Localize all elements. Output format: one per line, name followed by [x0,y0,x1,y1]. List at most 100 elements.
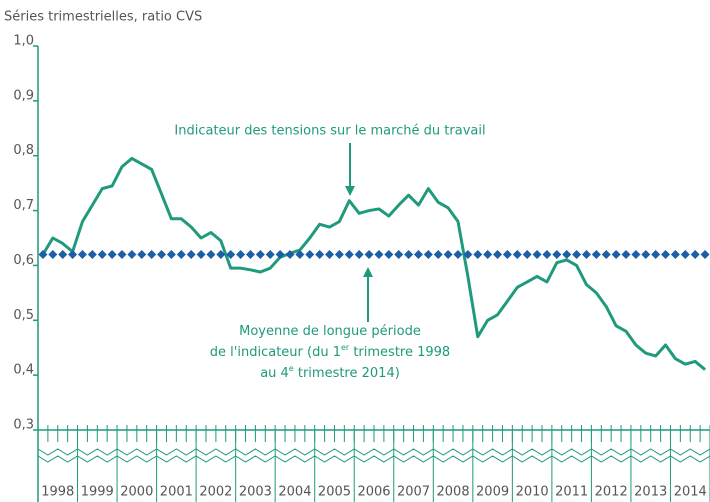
data-point [621,249,631,259]
data-point [423,249,433,259]
data-point [483,249,493,259]
x-tick-label: 2005 [318,485,351,500]
data-point [443,249,453,259]
x-tick-label: 2006 [357,485,390,500]
x-tick-label: 1998 [41,485,74,500]
x-tick-label: 2000 [120,485,153,500]
data-point [206,249,216,259]
data-point [58,249,68,259]
data-point [631,249,641,259]
axis-break [37,448,710,456]
data-point [48,249,58,259]
data-point [641,249,651,259]
annotation-text: au 4 [260,366,289,381]
x-tick-label: 2009 [476,485,509,500]
data-point [354,249,364,259]
x-tick-label: 2003 [239,485,272,500]
data-point [186,249,196,259]
data-point [374,249,384,259]
data-point [325,249,335,259]
data-point [97,249,107,259]
data-point [77,249,87,259]
data-point [651,249,661,259]
data-point [552,249,562,259]
data-point [680,249,690,259]
data-point [127,249,137,259]
data-point [137,249,147,259]
y-tick-label: 0,8 [13,143,34,158]
y-tick-label: 0,4 [13,363,34,378]
data-point [236,249,246,259]
data-point [117,249,127,259]
data-point [404,249,414,259]
data-point [216,249,226,259]
annotation-text: de l'indicateur (du 1 [210,345,341,360]
data-point [581,249,591,259]
data-point [473,249,483,259]
data-point [344,249,354,259]
x-tick-label: 2007 [397,485,430,500]
data-point [265,249,275,259]
x-tick-label: 2008 [437,485,470,500]
data-point [542,249,552,259]
x-tick-label: 2004 [278,485,311,500]
data-point [670,249,680,259]
data-point [572,249,582,259]
data-line [41,156,707,371]
annotation-line: de l'indicateur (du 1er trimestre 1998 [210,343,450,360]
annotation-line: au 4e trimestre 2014) [260,364,400,381]
x-tick-label: 1999 [81,485,114,500]
data-point [690,249,700,259]
data-point [562,249,572,259]
x-tick-label: 2014 [674,485,707,500]
annotation-text: trimestre 1998 [349,345,450,360]
data-point [245,249,255,259]
data-point [413,249,423,259]
data-point [364,249,374,259]
data-point [285,249,295,259]
arrow-head [363,267,373,277]
data-point [394,249,404,259]
data-point [315,249,325,259]
data-point [255,249,265,259]
data-point [147,249,157,259]
data-point [107,249,117,259]
data-point [611,249,621,259]
y-tick-label: 0,7 [13,198,34,213]
y-axis-title: Séries trimestrielles, ratio CVS [4,10,202,25]
y-tick-label: 0,5 [13,308,34,323]
annotation-text: Moyenne de longue période [239,324,421,339]
x-tick-label: 2011 [555,485,588,500]
x-tick-label: 2013 [634,485,667,500]
data-point [493,249,503,259]
data-point [700,249,710,259]
x-tick-label: 2002 [199,485,232,500]
superscript: er [341,343,350,352]
data-point [384,249,394,259]
data-point [68,249,78,259]
data-point [522,249,532,259]
arrow-head [345,186,355,196]
x-tick-label: 2001 [160,485,193,500]
data-point [305,249,315,259]
data-point [453,249,463,259]
superscript: e [289,364,294,373]
data-point [196,249,206,259]
data-point [275,249,285,259]
y-tick-label: 1,0 [13,34,34,49]
data-point [433,249,443,259]
data-point [226,249,236,259]
data-point [166,249,176,259]
annotation: Indicateur des tensions sur le marché du… [174,124,485,139]
data-point [463,249,473,259]
data-point [38,249,48,259]
data-point [601,249,611,259]
axis-break [37,455,710,463]
annotation-text: trimestre 2014) [294,366,400,381]
data-point [502,249,512,259]
data-point [87,249,97,259]
y-tick-label: 0,6 [13,253,34,268]
data-point [591,249,601,259]
data-point [334,249,344,259]
